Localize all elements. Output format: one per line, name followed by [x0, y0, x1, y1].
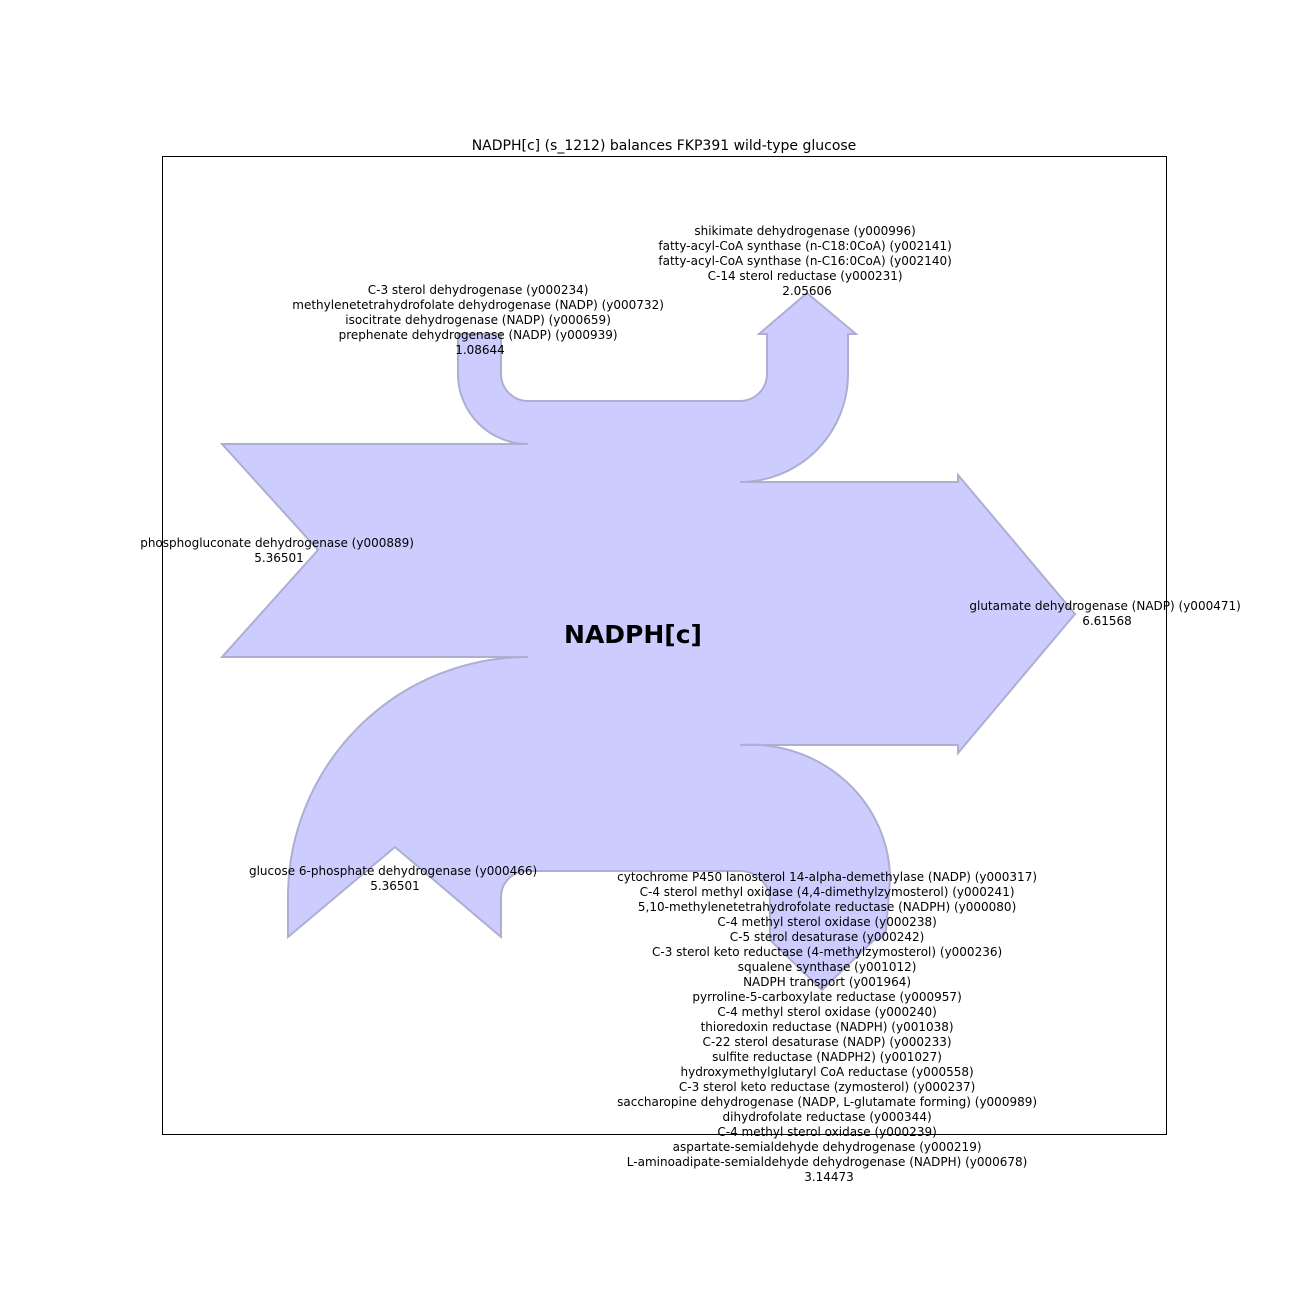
- flow-label-line: shikimate dehydrogenase (y000996): [694, 224, 915, 238]
- flow-label-line: C-22 sterol desaturase (NADP) (y000233): [703, 1035, 952, 1049]
- flow-label-line: C-5 sterol desaturase (y000242): [730, 930, 925, 944]
- flow-value: 6.61568: [1082, 614, 1132, 628]
- flow-value: 3.14473: [804, 1170, 854, 1184]
- flow-value: 1.08644: [455, 343, 505, 357]
- flow-label-line: NADPH transport (y001964): [743, 975, 911, 989]
- flow-label-line: dihydrofolate reductase (y000344): [723, 1110, 932, 1124]
- flow-label-line: C-3 sterol keto reductase (4-methylzymos…: [652, 945, 1002, 959]
- flow-label-line: fatty-acyl-CoA synthase (n-C18:0CoA) (y0…: [658, 239, 951, 253]
- flow-label-line: C-4 methyl sterol oxidase (y000238): [717, 915, 936, 929]
- flow-label-line: glutamate dehydrogenase (NADP) (y000471): [969, 599, 1240, 613]
- flow-label-line: isocitrate dehydrogenase (NADP) (y000659…: [345, 313, 611, 327]
- flow-value: 2.05606: [782, 284, 832, 298]
- flow-label-line: C-4 methyl sterol oxidase (y000239): [717, 1125, 936, 1139]
- center-node-label: NADPH[c]: [564, 620, 702, 649]
- flow-label-line: methylenetetrahydrofolate dehydrogenase …: [292, 298, 664, 312]
- flow-label-top-right: shikimate dehydrogenase (y000996) fatty-…: [658, 224, 955, 298]
- flow-label-line: prephenate dehydrogenase (NADP) (y000939…: [339, 328, 618, 342]
- flow-label-bottom-right: cytochrome P450 lanosterol 14-alpha-deme…: [617, 870, 1041, 1184]
- flow-label-left: phosphogluconate dehydrogenase (y000889)…: [140, 536, 418, 565]
- flow-label-line: C-14 sterol reductase (y000231): [708, 269, 903, 283]
- flow-label-line: C-3 sterol keto reductase (zymosterol) (…: [679, 1080, 975, 1094]
- flow-label-bottom-left: glucose 6-phosphate dehydrogenase (y0004…: [249, 864, 541, 893]
- flow-label-line: L-aminoadipate-semialdehyde dehydrogenas…: [627, 1155, 1028, 1169]
- flow-label-line: aspartate-semialdehyde dehydrogenase (y0…: [673, 1140, 982, 1154]
- flow-label-line: 5,10-methylenetetrahydrofolate reductase…: [638, 900, 1016, 914]
- flow-label-right: glutamate dehydrogenase (NADP) (y000471)…: [969, 599, 1244, 628]
- flow-label-line: thioredoxin reductase (NADPH) (y001038): [701, 1020, 954, 1034]
- flow-label-line: hydroxymethylglutaryl CoA reductase (y00…: [680, 1065, 973, 1079]
- flow-label-line: pyrroline-5-carboxylate reductase (y0009…: [692, 990, 961, 1004]
- flow-label-line: phosphogluconate dehydrogenase (y000889): [140, 536, 414, 550]
- flow-label-top-left: C-3 sterol dehydrogenase (y000234) methy…: [292, 283, 667, 357]
- flow-label-line: saccharopine dehydrogenase (NADP, L-glut…: [617, 1095, 1037, 1109]
- flow-shape: [219, 291, 1077, 992]
- flow-value: 5.36501: [254, 551, 304, 565]
- flow-label-line: fatty-acyl-CoA synthase (n-C16:0CoA) (y0…: [658, 254, 951, 268]
- flow-label-line: squalene synthase (y001012): [738, 960, 917, 974]
- flow-label-line: C-4 methyl sterol oxidase (y000240): [717, 1005, 936, 1019]
- flow-label-line: sulfite reductase (NADPH2) (y001027): [712, 1050, 942, 1064]
- flow-label-line: C-3 sterol dehydrogenase (y000234): [368, 283, 589, 297]
- diagram-title: NADPH[c] (s_1212) balances FKP391 wild-t…: [472, 138, 857, 154]
- flow-label-line: glucose 6-phosphate dehydrogenase (y0004…: [249, 864, 537, 878]
- flow-label-line: cytochrome P450 lanosterol 14-alpha-deme…: [617, 870, 1037, 884]
- plot-frame: [162, 156, 1167, 1135]
- flow-label-line: C-4 sterol methyl oxidase (4,4-dimethylz…: [640, 885, 1015, 899]
- flow-value: 5.36501: [370, 879, 420, 893]
